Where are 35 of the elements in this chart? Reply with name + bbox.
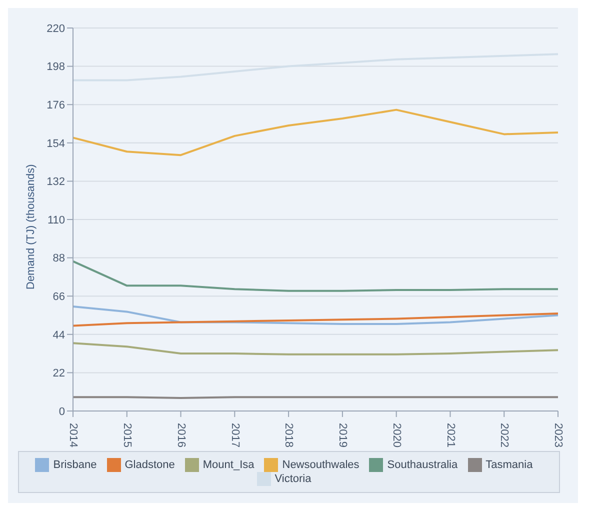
y-tick-label: 0 — [58, 406, 65, 418]
x-tick-label: 2014 — [67, 423, 80, 448]
line-series — [72, 306, 559, 325]
y-tick-label: 132 — [46, 176, 65, 188]
legend-label: Southaustralia — [387, 458, 458, 471]
line-series — [72, 342, 559, 356]
legend-label: Newsouthwales — [282, 458, 360, 471]
y-tick-label: 220 — [46, 22, 65, 35]
x-tick-label: 2023 — [552, 423, 564, 448]
x-tick-label: 2021 — [444, 423, 456, 448]
line-series — [72, 312, 559, 327]
x-tick-label: 2017 — [228, 423, 241, 448]
y-tick-label: 176 — [46, 100, 65, 112]
x-tick-label: 2019 — [336, 423, 349, 448]
legend-label: Victoria — [274, 472, 312, 485]
y-tick-label: 154 — [46, 138, 65, 150]
x-tick-label: 2015 — [120, 423, 133, 448]
y-tick-label: 44 — [52, 329, 65, 342]
y-tick-label: 198 — [46, 61, 65, 74]
x-tick-label: 2018 — [282, 423, 295, 448]
x-tick-label: 2022 — [498, 423, 510, 448]
y-axis-title: Demand (TJ) (thousands) — [24, 164, 37, 290]
legend-label: Gladstone — [124, 458, 175, 471]
x-tick-label: 2016 — [174, 423, 187, 448]
line-series — [72, 260, 559, 292]
y-tick-label: 110 — [47, 214, 65, 226]
line-series — [72, 108, 559, 156]
line-series — [72, 53, 559, 82]
legend-label: Brisbane — [53, 458, 97, 471]
legend-label: Tasmania — [486, 458, 533, 471]
x-tick-label: 2020 — [390, 423, 402, 448]
legend-label: Mount_Isa — [202, 458, 254, 471]
y-tick-label: 66 — [52, 291, 65, 304]
y-tick-label: 88 — [52, 252, 65, 265]
y-tick-label: 22 — [52, 368, 65, 380]
